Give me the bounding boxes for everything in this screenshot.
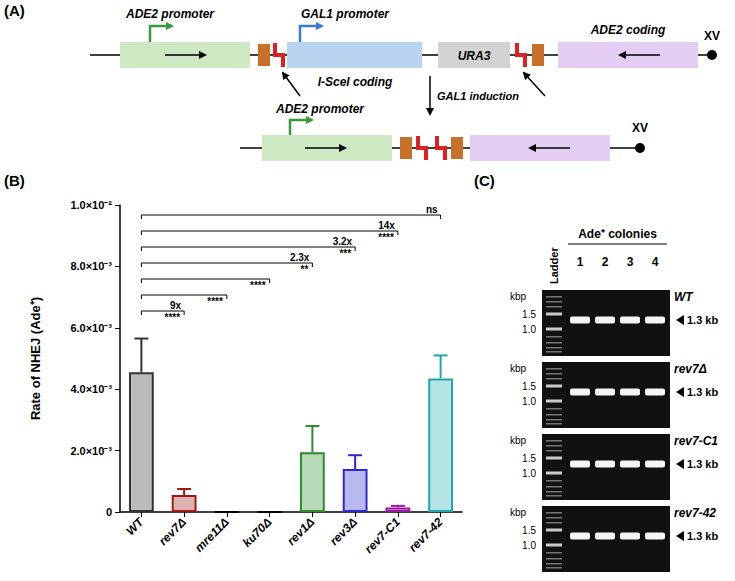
svg-text:GAL1 promoter: GAL1 promoter <box>301 7 390 21</box>
svg-text:1.5: 1.5 <box>522 453 536 464</box>
svg-text:1.5: 1.5 <box>522 381 536 392</box>
svg-text:3: 3 <box>627 255 634 269</box>
svg-text:1.3 kb: 1.3 kb <box>687 386 718 398</box>
svg-text:XV: XV <box>632 121 648 135</box>
svg-text:4.0×10⁻³: 4.0×10⁻³ <box>70 383 112 395</box>
html-text:(A): (A) <box>4 2 25 19</box>
svg-text:rev7-C1: rev7-C1 <box>362 515 403 556</box>
svg-text:rev7Δ: rev7Δ <box>674 362 707 376</box>
svg-text:WT: WT <box>674 290 694 304</box>
svg-text:URA3: URA3 <box>458 49 491 63</box>
svg-text:rev7-42: rev7-42 <box>406 515 446 555</box>
svg-text:1.3 kb: 1.3 kb <box>687 458 718 470</box>
svg-text:2.3x: 2.3x <box>290 252 310 263</box>
svg-text:2: 2 <box>602 255 609 269</box>
svg-text:****: **** <box>250 280 266 291</box>
svg-text:1.3 kb: 1.3 kb <box>687 530 718 542</box>
svg-text:ADE2 promoter: ADE2 promoter <box>275 102 365 116</box>
svg-text:0: 0 <box>106 506 112 518</box>
svg-text:3.2x: 3.2x <box>333 236 353 247</box>
svg-text:1.3 kb: 1.3 kb <box>687 314 718 326</box>
svg-text:1: 1 <box>577 255 584 269</box>
svg-text:WT: WT <box>123 514 147 538</box>
svg-text:rev1Δ: rev1Δ <box>284 515 317 548</box>
svg-text:Rate of NHEJ (Ade⁺): Rate of NHEJ (Ade⁺) <box>28 297 43 420</box>
svg-text:**: ** <box>301 264 309 275</box>
html-text:(C): (C) <box>474 172 495 189</box>
svg-text:14x: 14x <box>378 220 395 231</box>
svg-text:1.0: 1.0 <box>522 540 536 551</box>
svg-text:1.0: 1.0 <box>522 324 536 335</box>
svg-text:1.5: 1.5 <box>522 309 536 320</box>
svg-text:***: *** <box>339 248 351 259</box>
html-text:(B): (B) <box>4 172 25 189</box>
svg-text:****: **** <box>207 296 223 307</box>
svg-text:2.0×10⁻³: 2.0×10⁻³ <box>70 445 112 457</box>
svg-text:9x: 9x <box>170 300 182 311</box>
svg-text:Ladder: Ladder <box>548 247 560 284</box>
svg-text:rev7-C1: rev7-C1 <box>674 434 718 448</box>
svg-text:kbp: kbp <box>510 291 527 302</box>
svg-text:Ade⁺ colonies: Ade⁺ colonies <box>578 227 657 241</box>
svg-text:4: 4 <box>652 255 659 269</box>
svg-text:ADE2 coding: ADE2 coding <box>590 23 666 37</box>
svg-text:1.0×10⁻²: 1.0×10⁻² <box>70 199 112 211</box>
svg-text:kbp: kbp <box>510 507 527 518</box>
svg-text:kbp: kbp <box>510 363 527 374</box>
svg-text:1.5: 1.5 <box>522 525 536 536</box>
svg-text:ns: ns <box>426 204 438 215</box>
svg-text:8.0×10⁻³: 8.0×10⁻³ <box>70 260 112 272</box>
svg-text:rev3Δ: rev3Δ <box>327 515 360 548</box>
svg-text:6.0×10⁻³: 6.0×10⁻³ <box>70 322 112 334</box>
svg-text:****: **** <box>378 232 394 243</box>
svg-text:I-SceI coding: I-SceI coding <box>318 75 393 89</box>
svg-text:1.0: 1.0 <box>522 396 536 407</box>
svg-text:****: **** <box>165 312 181 323</box>
svg-text:XV: XV <box>704 29 720 43</box>
svg-text:rev7Δ: rev7Δ <box>156 515 189 548</box>
svg-text:ADE2 promoter: ADE2 promoter <box>125 7 215 21</box>
svg-text:rev7-42: rev7-42 <box>674 506 716 520</box>
svg-text:1.0: 1.0 <box>522 468 536 479</box>
svg-text:kbp: kbp <box>510 435 527 446</box>
svg-text:mre11Δ: mre11Δ <box>192 515 232 555</box>
svg-text:GAL1 induction: GAL1 induction <box>437 90 519 102</box>
svg-text:ku70Δ: ku70Δ <box>240 515 275 550</box>
